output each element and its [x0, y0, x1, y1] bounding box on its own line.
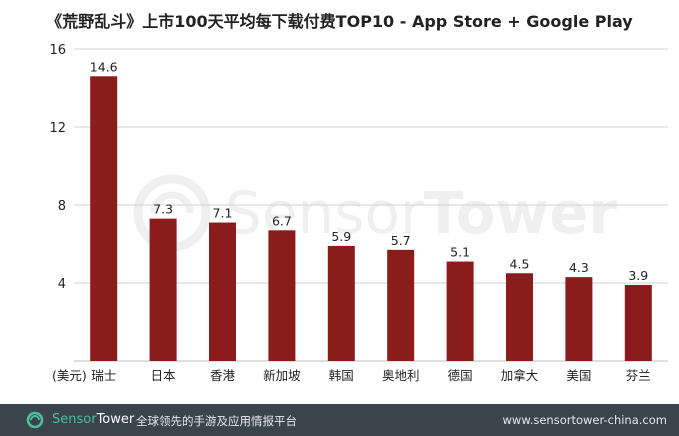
data-label: 14.6 [90, 59, 118, 74]
sensortower-logo-icon [26, 411, 44, 429]
y-tick-label: 8 [58, 199, 66, 214]
x-tick-label: 美国 [566, 368, 591, 383]
x-tick-label: 瑞士 [91, 368, 116, 383]
data-label: 3.9 [628, 268, 648, 283]
data-label: 4.3 [569, 260, 589, 275]
unit-label: (美元) [52, 368, 87, 383]
bar [327, 245, 355, 361]
x-tick-label: 日本 [151, 368, 177, 383]
x-tick-label: 德国 [448, 368, 473, 383]
bar [209, 222, 236, 361]
data-label: 7.3 [153, 202, 173, 217]
data-label: 4.5 [510, 256, 530, 271]
watermark-brand-part2: Tower [424, 179, 618, 247]
sensortower-watermark: SensorTower [133, 174, 617, 252]
footer-brand-part1: Sensor [52, 412, 97, 427]
bar [565, 277, 593, 361]
footer-url-link[interactable]: www.sensortower-china.com [502, 413, 667, 427]
x-tick-label: 芬兰 [626, 368, 651, 383]
data-label: 5.7 [391, 233, 411, 248]
y-tick-label: 12 [49, 121, 66, 136]
bar [90, 76, 118, 362]
data-label: 6.7 [272, 213, 292, 228]
x-tick-label: 奥地利 [382, 368, 420, 383]
bar [506, 273, 533, 361]
x-axis: 瑞士 日本 香港 新加坡 韩国 奥地利 德国 加拿大 美国 芬兰 [91, 368, 651, 383]
watermark-brand-part1: Sensor [225, 179, 424, 247]
x-tick-label: 加拿大 [501, 368, 539, 383]
bar [149, 218, 177, 361]
bar [624, 284, 652, 361]
data-label: 5.9 [331, 229, 351, 244]
data-label: 7.1 [213, 206, 233, 221]
x-tick-label: 新加坡 [263, 368, 301, 383]
x-tick-label: 韩国 [329, 368, 354, 383]
data-label: 5.1 [450, 245, 470, 260]
x-tick-label: 香港 [210, 368, 236, 383]
footer-bar: SensorTower 全球领先的手游及应用情报平台 www.sensortow… [0, 404, 679, 436]
svg-text:SensorTower: SensorTower [225, 179, 617, 247]
bar [268, 230, 296, 361]
footer-brand-part2: Tower [96, 412, 135, 427]
footer-brand: SensorTower [52, 412, 134, 427]
bar [387, 249, 415, 361]
y-tick-label: 4 [58, 277, 66, 292]
bar [446, 261, 474, 361]
bars [90, 76, 652, 362]
chart-title: 《荒野乱斗》上市100天平均每下载付费TOP10 - App Store + G… [46, 12, 633, 31]
value-labels: 14.6 7.3 7.1 6.7 5.9 5.7 5.1 4.5 4.3 3.9 [90, 59, 649, 283]
y-tick-label: 16 [49, 43, 66, 58]
footer-slogan: 全球领先的手游及应用情报平台 [136, 414, 297, 428]
